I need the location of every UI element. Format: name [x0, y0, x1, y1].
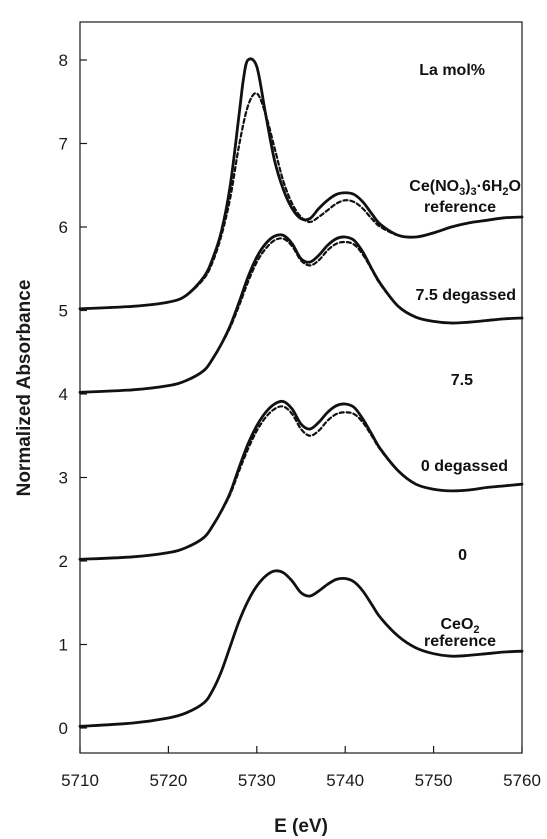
y-tick-label: 1	[59, 636, 68, 655]
series-curves	[78, 57, 524, 728]
label-7-5: 7.5	[451, 372, 473, 389]
series-line-dashed	[78, 405, 524, 561]
y-tick-label: 0	[59, 719, 68, 738]
label-ce-nitrate-reference-line2: reference	[424, 199, 496, 216]
series-line-solid	[78, 569, 524, 728]
y-tick-label: 5	[59, 302, 68, 321]
y-tick-label: 6	[59, 218, 68, 237]
label-0-degassed: 0 degassed	[421, 458, 508, 475]
series-line-solid	[78, 57, 524, 311]
plot-frame	[79, 21, 523, 754]
label-ce-nitrate-reference: Ce(NO3)3·6H2O	[409, 178, 521, 198]
label-0: 0	[458, 547, 467, 564]
axis-ticks: 0 1 2 3 4 5 6 7 8 5710 5720 5730 5740 5750 5760	[59, 51, 541, 790]
series-line-dashed	[78, 237, 524, 394]
x-tick-label: 5720	[149, 771, 187, 790]
label-ceo2-reference-line2: reference	[424, 633, 496, 650]
y-tick-label: 7	[59, 135, 68, 154]
y-axis-title: Normalized Absorbance	[14, 280, 35, 497]
series-line-dashed	[78, 92, 435, 310]
legend-header-la-mol: La mol%	[419, 62, 485, 79]
label-7-5-degassed: 7.5 degassed	[416, 287, 517, 304]
y-tick-label: 3	[59, 469, 68, 488]
y-tick-label: 8	[59, 51, 68, 70]
label-ceo2-reference: CeO2	[440, 616, 479, 636]
x-tick-label: 5760	[503, 771, 541, 790]
series-line-solid	[78, 399, 524, 561]
x-tick-label: 5710	[61, 771, 99, 790]
x-tick-label: 5740	[326, 771, 364, 790]
x-tick-label: 5750	[415, 771, 453, 790]
x-axis-title: E (eV)	[274, 816, 328, 837]
series-line-solid	[78, 233, 524, 394]
x-tick-label: 5730	[238, 771, 276, 790]
y-tick-label: 2	[59, 552, 68, 571]
y-tick-label: 4	[59, 385, 68, 404]
